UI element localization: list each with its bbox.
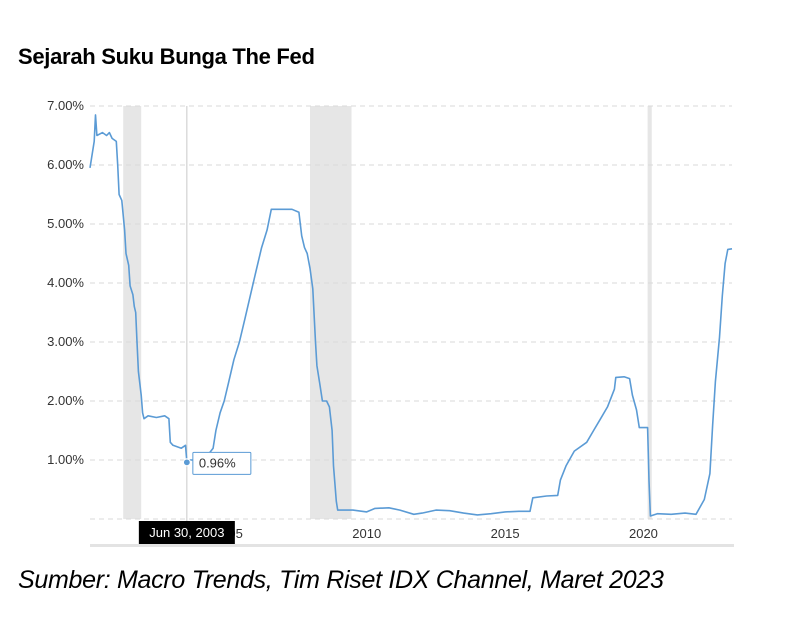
hover-date-badge: Jun 30, 2003 bbox=[138, 521, 235, 544]
hover-date-label: Jun 30, 2003 bbox=[149, 525, 224, 540]
y-tick-label: 1.00% bbox=[47, 452, 84, 467]
value-tooltip-box bbox=[192, 451, 252, 475]
fed-funds-rate-line[interactable] bbox=[89, 114, 733, 517]
x-axis-bar bbox=[90, 544, 734, 547]
y-axis-ticks: 1.00% 2.00% 3.00% 4.00% 5.00% 6.00% 7.00% bbox=[47, 98, 84, 467]
y-tick-label: 6.00% bbox=[47, 157, 84, 172]
value-tooltip: 0.96% bbox=[192, 451, 252, 475]
y-tick-label: 5.00% bbox=[47, 216, 84, 231]
x-tick-label: 2020 bbox=[629, 526, 658, 541]
recession-band-2 bbox=[309, 106, 352, 519]
y-tick-label: 7.00% bbox=[47, 98, 84, 113]
gridlines bbox=[90, 105, 732, 461]
fed-rate-chart[interactable]: 1.00% 2.00% 3.00% 4.00% 5.00% 6.00% 7.00% 0.96… bbox=[0, 0, 790, 560]
x-tick-label: 2010 bbox=[352, 526, 381, 541]
chart-title: Sejarah Suku Bunga The Fed bbox=[18, 44, 315, 69]
highlight-point bbox=[182, 458, 191, 467]
x-tick-label: 2015 bbox=[491, 526, 520, 541]
y-tick-label: 3.00% bbox=[47, 334, 84, 349]
value-tooltip-label: 0.96% bbox=[199, 455, 236, 470]
y-tick-label: 2.00% bbox=[47, 393, 84, 408]
recession-band-1 bbox=[123, 106, 142, 519]
y-tick-label: 4.00% bbox=[47, 275, 84, 290]
source-caption: Sumber: Macro Trends, Tim Riset IDX Chan… bbox=[18, 566, 664, 594]
x-axis-ticks: 2005201020152020 bbox=[214, 526, 658, 541]
recession-band-3 bbox=[647, 106, 652, 519]
hover-date-box bbox=[138, 521, 235, 544]
recession-bands bbox=[123, 106, 652, 519]
